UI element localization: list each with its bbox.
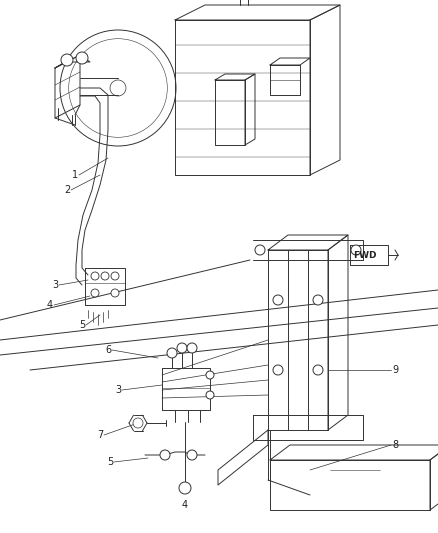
Circle shape <box>91 272 99 280</box>
Circle shape <box>313 365 323 375</box>
Circle shape <box>179 482 191 494</box>
Text: 9: 9 <box>392 365 398 375</box>
Circle shape <box>206 391 214 399</box>
Circle shape <box>111 289 119 297</box>
Circle shape <box>60 30 176 146</box>
Circle shape <box>160 450 170 460</box>
Circle shape <box>313 295 323 305</box>
Circle shape <box>273 295 283 305</box>
Circle shape <box>101 272 109 280</box>
Circle shape <box>69 39 167 138</box>
Circle shape <box>110 80 126 96</box>
Circle shape <box>187 450 197 460</box>
Text: 1: 1 <box>72 170 78 180</box>
Text: 5: 5 <box>107 457 113 467</box>
Circle shape <box>351 245 361 255</box>
Circle shape <box>187 343 197 353</box>
Circle shape <box>76 52 88 64</box>
Text: 6: 6 <box>105 345 111 355</box>
Text: FWD: FWD <box>353 251 377 260</box>
Circle shape <box>133 418 143 428</box>
Circle shape <box>273 365 283 375</box>
Circle shape <box>167 348 177 358</box>
Circle shape <box>91 289 99 297</box>
Circle shape <box>177 343 187 353</box>
Circle shape <box>61 54 73 66</box>
Text: 8: 8 <box>392 440 398 450</box>
Text: 7: 7 <box>97 430 103 440</box>
Text: 3: 3 <box>115 385 121 395</box>
Text: 4: 4 <box>182 500 188 510</box>
Text: 3: 3 <box>52 280 58 290</box>
Text: 4: 4 <box>47 300 53 310</box>
Circle shape <box>255 245 265 255</box>
Circle shape <box>111 272 119 280</box>
Text: 5: 5 <box>79 320 85 330</box>
Circle shape <box>206 371 214 379</box>
Text: 2: 2 <box>64 185 70 195</box>
